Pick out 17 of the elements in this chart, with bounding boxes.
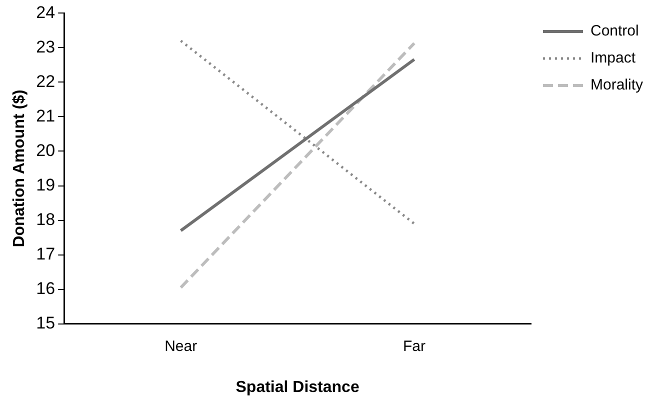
y-tick-label: 19 <box>36 175 56 194</box>
y-tick-label: 16 <box>36 278 56 298</box>
y-tick-label: 22 <box>36 72 56 91</box>
y-axis-title: Donation Amount ($) <box>11 90 28 248</box>
legend-label: Control <box>590 22 639 40</box>
legend-label: Impact <box>590 50 636 67</box>
y-tick-label: 18 <box>36 210 56 229</box>
y-tick-label: 20 <box>36 140 56 160</box>
x-tick-label: Near <box>164 338 198 355</box>
y-tick-label: 23 <box>36 37 56 56</box>
legend-label: Morality <box>590 76 644 94</box>
y-tick-label: 15 <box>36 313 56 332</box>
x-axis-title: Spatial Distance <box>236 378 360 396</box>
y-tick-label: 17 <box>36 244 56 264</box>
x-tick-label: Far <box>403 338 426 355</box>
y-tick-label: 24 <box>36 2 56 22</box>
y-tick-label: 21 <box>36 106 56 126</box>
